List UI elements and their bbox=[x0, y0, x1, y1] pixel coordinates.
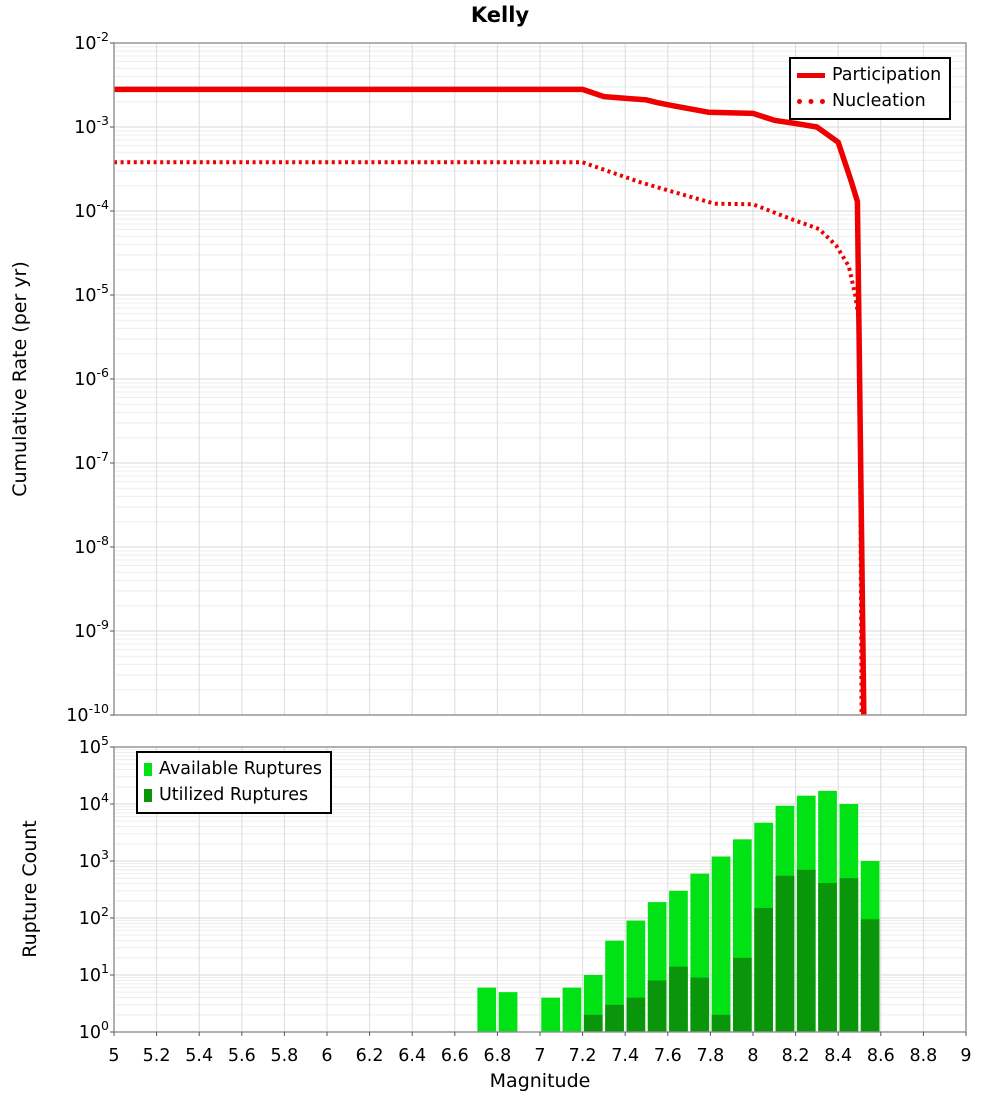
available-bar bbox=[711, 856, 731, 1032]
x-tick-label: 6 bbox=[321, 1046, 332, 1066]
utilized-bar bbox=[647, 980, 667, 1032]
x-tick-label: 8 bbox=[747, 1046, 758, 1066]
participation-line bbox=[114, 86, 867, 715]
lines-group bbox=[114, 86, 867, 715]
y-tick-label: 100 bbox=[79, 1018, 109, 1043]
available-bar bbox=[562, 987, 582, 1032]
legend-label-utilized: Utilized Ruptures bbox=[159, 785, 309, 806]
x-tick-label: 8.4 bbox=[824, 1046, 852, 1066]
available-bar bbox=[477, 987, 497, 1032]
available-bar bbox=[498, 992, 518, 1032]
utilized-bar bbox=[860, 919, 880, 1032]
x-axis-label: Magnitude bbox=[489, 1070, 591, 1092]
dotted-line-swatch-icon bbox=[797, 98, 825, 104]
bottom-y-axis-label: Rupture Count bbox=[19, 820, 41, 958]
y-tick-label: 101 bbox=[79, 961, 109, 986]
utilized-bar bbox=[711, 1014, 731, 1032]
y-tick-label: 10-8 bbox=[74, 533, 109, 558]
x-tick-label: 5 bbox=[108, 1046, 119, 1066]
solid-line-swatch-icon bbox=[797, 72, 825, 78]
x-tick-label: 7.4 bbox=[611, 1046, 639, 1066]
utilized-bar bbox=[775, 875, 795, 1032]
utilized-bar bbox=[583, 1014, 603, 1032]
legend-row-nucleation: Nucleation bbox=[797, 88, 941, 114]
x-tick-label: 5.6 bbox=[228, 1046, 256, 1066]
y-tick-label: 10-7 bbox=[74, 449, 109, 474]
utilized-bar bbox=[754, 907, 773, 1032]
x-tick-label: 6.2 bbox=[356, 1046, 384, 1066]
y-tick-label: 103 bbox=[79, 847, 109, 872]
y-tick-label: 10-3 bbox=[74, 113, 109, 138]
x-tick-label: 7.2 bbox=[569, 1046, 597, 1066]
utilized-bar bbox=[733, 957, 752, 1032]
y-tick-label: 10-10 bbox=[66, 701, 109, 726]
nucleation-line bbox=[114, 160, 864, 715]
legend-row-available: Available Ruptures bbox=[144, 756, 322, 782]
top-y-axis-label: Cumulative Rate (per yr) bbox=[9, 261, 31, 497]
y-tick-label: 10-9 bbox=[74, 617, 109, 642]
available-swatch-icon bbox=[144, 762, 152, 776]
x-tick-label: 9 bbox=[960, 1046, 971, 1066]
utilized-swatch-icon bbox=[144, 788, 152, 802]
page-title: Kelly bbox=[470, 3, 530, 27]
x-tick-label: 7 bbox=[534, 1046, 545, 1066]
y-tick-label: 102 bbox=[79, 904, 109, 929]
utilized-bar bbox=[626, 997, 646, 1032]
utilized-bar bbox=[690, 977, 710, 1032]
x-tick-label: 5.4 bbox=[185, 1046, 213, 1066]
legend-label-participation: Participation bbox=[832, 65, 942, 85]
x-tick-label: 5.8 bbox=[270, 1046, 298, 1066]
x-tick-label: 6.8 bbox=[483, 1046, 511, 1066]
x-tick-label: 7.8 bbox=[696, 1046, 724, 1066]
bars-group bbox=[477, 790, 880, 1032]
utilized-bar bbox=[839, 878, 859, 1032]
y-tick-label: 10-6 bbox=[74, 365, 109, 390]
top-legend: Participation Nucleation bbox=[789, 57, 952, 120]
legend-row-participation: Participation bbox=[797, 62, 941, 88]
x-tick-label: 6.4 bbox=[398, 1046, 426, 1066]
x-tick-label: 5.2 bbox=[143, 1046, 171, 1066]
x-tick-label: 7.6 bbox=[654, 1046, 682, 1066]
y-tick-label: 10-5 bbox=[74, 281, 109, 306]
y-tick-label: 104 bbox=[79, 790, 109, 815]
x-tick-label: 8.2 bbox=[782, 1046, 810, 1066]
x-tick-label: 8.6 bbox=[867, 1046, 895, 1066]
utilized-bar bbox=[818, 883, 837, 1032]
legend-row-utilized: Utilized Ruptures bbox=[144, 782, 322, 808]
y-tick-label: 105 bbox=[79, 733, 109, 758]
utilized-bar bbox=[796, 869, 816, 1032]
utilized-bar bbox=[605, 1004, 624, 1032]
available-bar bbox=[541, 997, 560, 1032]
y-tick-label: 10-2 bbox=[74, 29, 109, 54]
y-tick-label: 10-4 bbox=[74, 197, 109, 222]
legend-label-nucleation: Nucleation bbox=[832, 91, 926, 112]
x-tick-label: 8.8 bbox=[909, 1046, 937, 1066]
utilized-bar bbox=[669, 966, 688, 1032]
x-tick-label: 6.6 bbox=[441, 1046, 469, 1066]
legend-label-available: Available Ruptures bbox=[159, 759, 322, 779]
bottom-legend: Available Ruptures Utilized Ruptures bbox=[136, 751, 332, 814]
